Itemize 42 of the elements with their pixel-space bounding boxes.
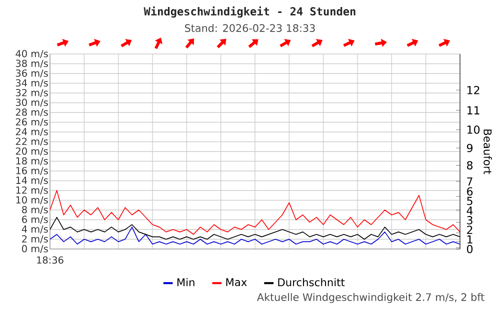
text: 1 <box>467 235 472 244</box>
y2-axis-title: Beaufort <box>484 130 492 174</box>
text: 18:36 <box>37 256 64 264</box>
y-tick-label: 16 m/s <box>16 166 48 176</box>
text: 11 <box>467 106 480 114</box>
y-tick-label: 10 m/s <box>16 196 48 204</box>
text: 8 <box>467 161 473 170</box>
text: 10 <box>467 125 480 134</box>
text: 4 <box>466 206 473 215</box>
text: 2 <box>467 226 472 234</box>
y-tick-label: 40 m/s <box>16 50 48 58</box>
legend-label: Max <box>226 278 247 286</box>
y-tick-label: 18 m/s <box>16 157 48 166</box>
text: 9 <box>466 144 472 152</box>
y-tick-label: 32 m/s <box>16 88 48 98</box>
y-tick-label: 0 m/s <box>22 244 48 254</box>
text: 3 <box>467 216 472 224</box>
y-tick-label: 14 m/s <box>16 176 48 185</box>
chart-subtitle: Stand: 2026-02-23 18:33 <box>184 24 315 32</box>
y-tick-label: 34 m/s <box>16 79 48 88</box>
text: 7 <box>467 177 472 186</box>
text: Aktuelle Windgeschwindigkeit 2.7 m/s, 2 bft <box>257 292 484 304</box>
text: 6 <box>467 187 473 196</box>
y-tick-label: 36 m/s <box>16 69 48 78</box>
text: 0 <box>466 244 473 254</box>
legend-label: Min <box>177 278 194 286</box>
y-tick-label: 6 m/s <box>22 216 48 224</box>
y-tick-label: 2 m/s <box>22 235 48 244</box>
y-tick-label: 12 m/s <box>16 186 48 195</box>
text: 12 <box>467 86 480 94</box>
text: 5 <box>467 196 472 206</box>
legend-label: Durchschnitt <box>278 278 345 286</box>
y-tick-label: 22 m/s <box>16 138 48 146</box>
y-tick-label: 30 m/s <box>16 98 48 107</box>
y-tick-label: 24 m/s <box>16 128 48 136</box>
y-tick-label: 28 m/s <box>16 108 48 117</box>
y-tick-label: 20 m/s <box>16 147 48 156</box>
y-tick-label: 4 m/s <box>22 226 48 234</box>
chart-title: Windgeschwindigkeit - 24 Stunden <box>144 6 356 18</box>
y-tick-label: 8 m/s <box>22 206 48 214</box>
y-tick-label: 26 m/s <box>16 118 48 126</box>
y-tick-label: 38 m/s <box>16 60 48 68</box>
